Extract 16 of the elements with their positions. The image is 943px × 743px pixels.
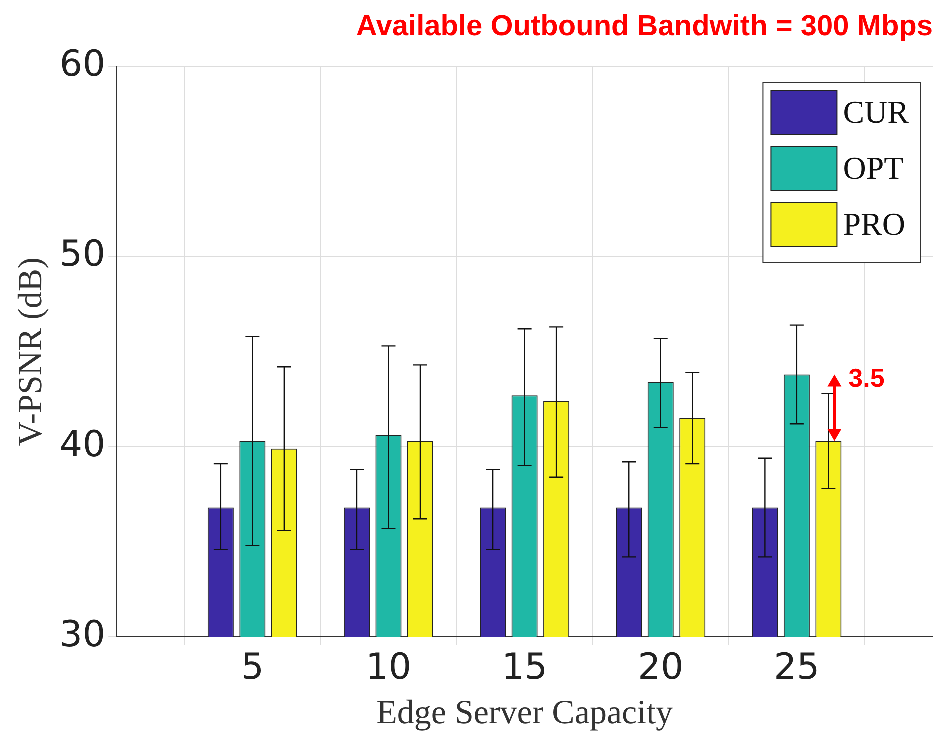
chart-title: Available Outbound Bandwith = 300 Mbps — [356, 10, 933, 42]
y-tick-label: 40 — [60, 424, 106, 466]
legend-label: CUR — [843, 94, 910, 130]
y-axis-title: V-PSNR (dB) — [12, 258, 50, 446]
legend-label: OPT — [843, 150, 904, 186]
y-tick-label: 60 — [60, 44, 106, 86]
x-axis-title: Edge Server Capacity — [376, 694, 674, 732]
annotation: 3.5 — [848, 363, 885, 394]
x-tick-label: 20 — [638, 646, 684, 688]
x-tick-label: 5 — [241, 646, 264, 688]
x-tick-label: 15 — [502, 646, 548, 688]
y-tick-label: 30 — [60, 614, 106, 656]
legend-label: PRO — [843, 206, 906, 242]
x-tick-label: 10 — [366, 646, 412, 688]
y-tick-label: 50 — [60, 234, 106, 276]
x-tick-label: 25 — [774, 646, 820, 688]
